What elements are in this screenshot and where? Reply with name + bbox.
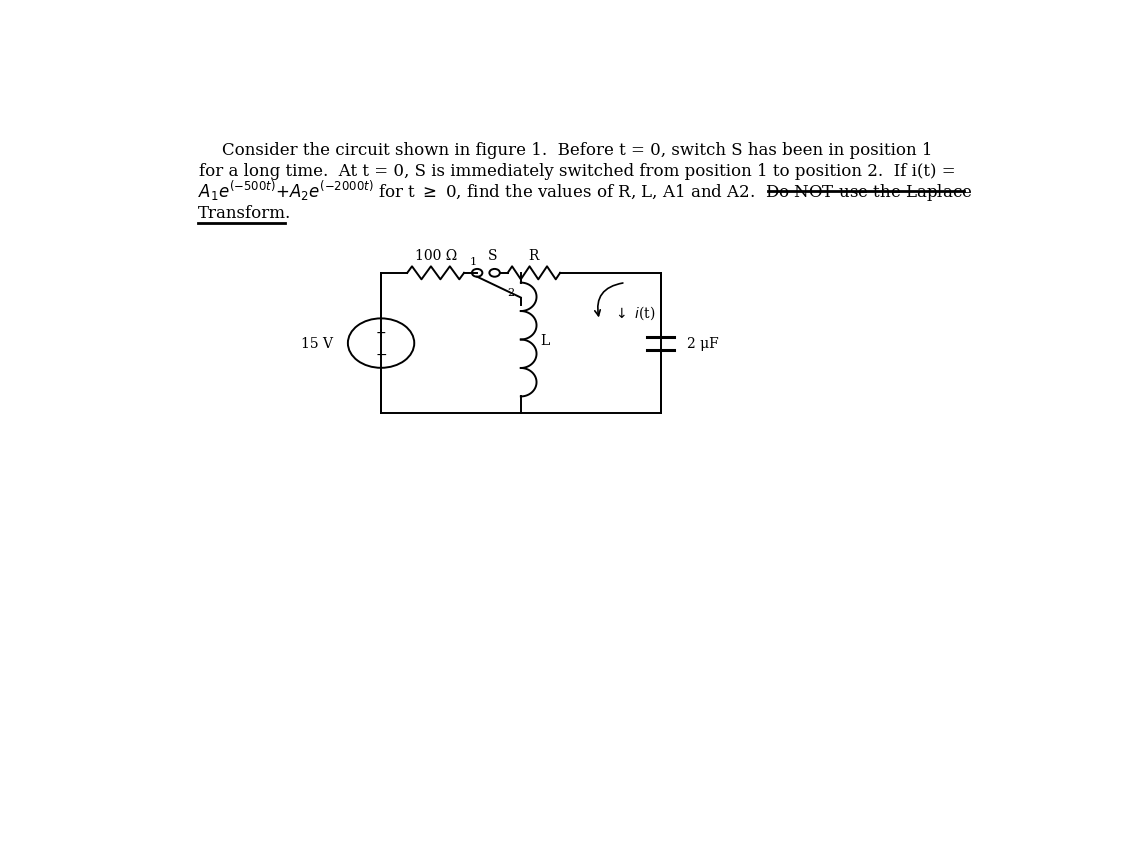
Text: 100 Ω: 100 Ω [415,248,456,262]
Text: −: − [375,347,387,361]
Text: $A_1e^{(-500t)}$$ + A_2e^{(-2000t)}$ for t $\geq$ 0, find the values of R, L, A1: $A_1e^{(-500t)}$$ + A_2e^{(-2000t)}$ for… [197,179,971,204]
Text: L: L [540,333,549,347]
Text: S: S [488,248,498,262]
Text: Consider the circuit shown in figure 1.  Before t = 0, switch S has been in posi: Consider the circuit shown in figure 1. … [222,142,933,159]
Text: $\downarrow$ $i$(t): $\downarrow$ $i$(t) [613,304,655,322]
Text: for a long time.  At t = 0, S is immediately switched from position 1 to positio: for a long time. At t = 0, S is immediat… [199,162,956,179]
Text: Transform.: Transform. [197,204,291,221]
Text: +: + [375,327,387,340]
Text: 2: 2 [507,288,514,298]
Text: 1: 1 [470,257,477,267]
Text: 2 μF: 2 μF [686,337,719,350]
Text: 15 V: 15 V [301,337,334,350]
Text: R: R [529,248,539,262]
